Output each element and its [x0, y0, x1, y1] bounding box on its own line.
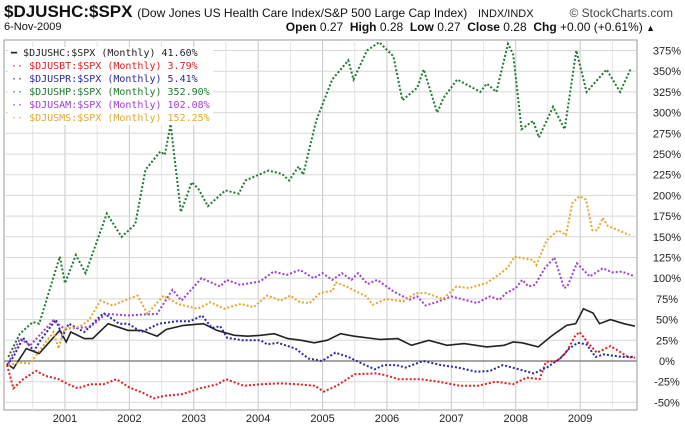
- y-tick-label: 375%: [653, 46, 681, 58]
- legend-item: ·· $DJUSBT:$SPX (Monthly) 3.79%: [11, 60, 210, 73]
- series-line-0: [6, 307, 636, 370]
- legend-swatch-icon: ··: [11, 74, 30, 85]
- x-tick-label: 2008: [504, 413, 528, 425]
- close-value: 0.28: [503, 20, 527, 34]
- symbol-description: (Dow Jones US Health Care Index/S&P 500 …: [137, 6, 468, 20]
- high-value: 0.28: [379, 20, 404, 34]
- y-tick-label: -50%: [654, 397, 680, 409]
- legend-swatch-icon: ··: [11, 113, 30, 124]
- series-line-1: [6, 330, 636, 400]
- x-tick-label: 2003: [182, 413, 206, 425]
- x-tick-label: 2004: [246, 413, 270, 425]
- y-tick-label: 100%: [653, 273, 681, 285]
- legend-item: ━ $DJUSHC:$SPX (Monthly) 41.60%: [11, 47, 210, 60]
- ohlc-readout: Open 0.27 High 0.28 Low 0.27 Close 0.28 …: [286, 20, 655, 34]
- y-tick-label: 250%: [653, 149, 681, 161]
- series-line-4: [7, 255, 636, 364]
- legend-label: $DJUSPR:$SPX (Monthly) 5.41%: [29, 74, 198, 85]
- series-line-3: [7, 40, 632, 358]
- x-tick-label: 2005: [310, 413, 334, 425]
- exchange: INDX/INDX: [477, 8, 534, 20]
- y-tick-label: 275%: [653, 128, 681, 140]
- y-tick-label: 25%: [656, 335, 678, 347]
- y-tick-label: 225%: [653, 170, 681, 182]
- up-arrow-icon: ▲: [646, 23, 655, 33]
- low-label: Low: [409, 20, 434, 34]
- legend-label: $DJUSMS:$SPX (Monthly) 152.25%: [29, 113, 210, 124]
- y-tick-label: 325%: [653, 87, 681, 99]
- y-tick-label: 150%: [653, 232, 681, 244]
- legend-item: ·· $DJUSAM:$SPX (Monthly) 102.08%: [11, 99, 210, 112]
- legend-label: $DJUSBT:$SPX (Monthly) 3.79%: [29, 61, 198, 72]
- legend-swatch-icon: ··: [11, 61, 30, 72]
- legend-swatch-icon: ━: [11, 48, 24, 59]
- chart-date: 6-Nov-2009: [4, 21, 62, 33]
- high-label: High: [349, 20, 377, 34]
- y-tick-label: 200%: [653, 190, 681, 202]
- open-value: 0.27: [319, 20, 344, 34]
- y-tick-label: 125%: [653, 253, 681, 265]
- low-value: 0.27: [437, 20, 461, 34]
- legend-item: ·· $DJUSPR:$SPX (Monthly) 5.41%: [11, 73, 210, 86]
- symbol: $DJUSHC:$SPX: [4, 2, 133, 21]
- legend-label: $DJUSHP:$SPX (Monthly) 352.90%: [29, 87, 210, 98]
- legend-label: $DJUSHC:$SPX (Monthly) 41.60%: [23, 48, 198, 59]
- open-label: Open: [285, 20, 317, 34]
- y-tick-label: -25%: [654, 377, 680, 389]
- legend-item: ·· $DJUSHP:$SPX (Monthly) 352.90%: [11, 86, 210, 99]
- x-tick-label: 2006: [375, 413, 399, 425]
- series-line-2: [6, 311, 635, 375]
- y-tick-label: 300%: [653, 108, 681, 120]
- y-tick-label: 175%: [653, 211, 681, 223]
- x-tick-label: 2009: [568, 413, 592, 425]
- legend-label: $DJUSAM:$SPX (Monthly) 102.08%: [29, 100, 210, 111]
- x-tick-label: 2007: [439, 413, 463, 425]
- legend-swatch-icon: ··: [11, 87, 30, 98]
- chart-title: $DJUSHC:$SPX (Dow Jones US Health Care I…: [4, 2, 534, 22]
- close-label: Close: [467, 20, 500, 34]
- chg-value: +0.00 (+0.61%): [560, 20, 643, 34]
- x-tick-label: 2002: [117, 413, 141, 425]
- y-tick-label: 75%: [656, 294, 678, 306]
- brand-watermark: © StockCharts.com: [569, 6, 673, 20]
- legend-item: ·· $DJUSMS:$SPX (Monthly) 152.25%: [11, 112, 210, 125]
- legend: ━ $DJUSHC:$SPX (Monthly) 41.60% ·· $DJUSB…: [8, 47, 213, 125]
- legend-swatch-icon: ··: [11, 100, 30, 111]
- y-tick-label: 0%: [659, 356, 675, 368]
- y-tick-label: 50%: [656, 315, 678, 327]
- x-tick-label: 2001: [53, 413, 77, 425]
- chg-label: Chg: [533, 20, 557, 34]
- y-tick-label: 350%: [653, 66, 681, 78]
